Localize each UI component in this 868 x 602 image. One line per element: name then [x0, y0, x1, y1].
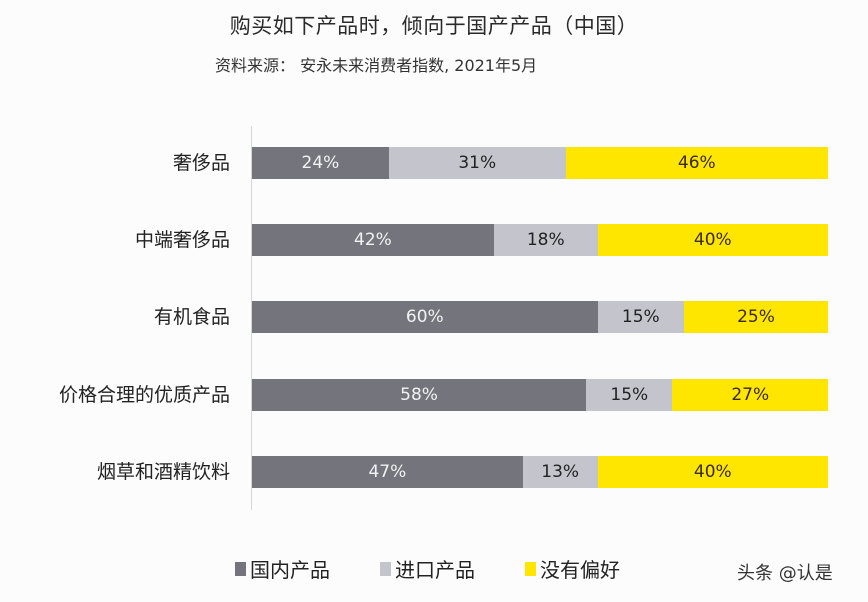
legend-swatch-icon: [380, 561, 391, 576]
legend-swatch-icon: [235, 561, 246, 576]
bar-row: 烟草和酒精饮料 47% 13% 40%: [0, 456, 868, 488]
legend-label: 进口产品: [395, 558, 475, 582]
chart-subtitle: 资料来源： 安永未来消费者指数, 2021年5月: [215, 56, 538, 75]
segment-imported: 13%: [522, 456, 598, 488]
bar-row: 中端奢侈品 42% 18% 40%: [0, 224, 868, 256]
stacked-bar: 58% 15% 27%: [252, 379, 828, 411]
segment-no-preference: 25%: [683, 301, 828, 333]
stacked-bar: 47% 13% 40%: [252, 456, 828, 488]
legend-item-no-preference: 没有偏好: [525, 554, 620, 583]
segment-no-preference: 40%: [597, 456, 828, 488]
category-label: 价格合理的优质产品: [58, 384, 230, 406]
segment-domestic: 24%: [252, 147, 389, 179]
segment-imported: 18%: [493, 224, 598, 256]
segment-imported: 15%: [597, 301, 684, 333]
stacked-bar: 60% 15% 25%: [252, 301, 828, 333]
stacked-bar: 42% 18% 40%: [252, 224, 828, 256]
segment-no-preference: 40%: [597, 224, 828, 256]
y-axis-line: [251, 126, 252, 510]
legend-label: 没有偏好: [540, 558, 620, 582]
bar-row: 价格合理的优质产品 58% 15% 27%: [0, 379, 868, 411]
legend-item-imported: 进口产品: [380, 554, 475, 583]
bar-row: 有机食品 60% 15% 25%: [0, 301, 868, 333]
segment-imported: 15%: [586, 379, 673, 411]
segment-no-preference: 46%: [565, 147, 828, 179]
segment-domestic: 42%: [252, 224, 494, 256]
category-label: 奢侈品: [172, 152, 230, 174]
stacked-bar: 24% 31% 46%: [252, 147, 828, 179]
segment-domestic: 58%: [252, 379, 587, 411]
category-label: 有机食品: [153, 306, 230, 328]
watermark: 头条 @认是: [737, 563, 833, 584]
legend-swatch-icon: [525, 561, 536, 576]
chart-title: 购买如下产品时，倾向于国产产品（中国）: [229, 14, 639, 38]
bar-row: 奢侈品 24% 31% 46%: [0, 147, 868, 179]
category-label: 烟草和酒精饮料: [96, 461, 230, 483]
segment-domestic: 47%: [252, 456, 523, 488]
legend-item-domestic: 国内产品: [235, 554, 330, 583]
segment-domestic: 60%: [252, 301, 598, 333]
legend-label: 国内产品: [250, 558, 330, 582]
legend: 国内产品 进口产品 没有偏好: [235, 554, 670, 583]
segment-no-preference: 27%: [672, 379, 828, 411]
category-label: 中端奢侈品: [134, 229, 230, 251]
segment-imported: 31%: [388, 147, 566, 179]
